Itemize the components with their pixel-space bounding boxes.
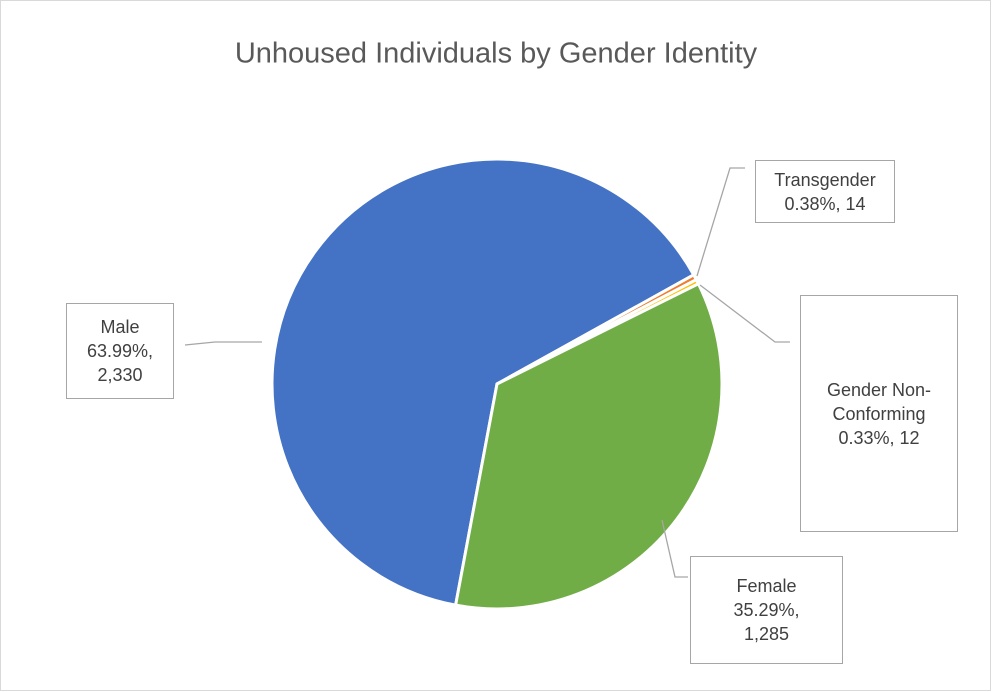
label-value: 35.29%, 1,285 (733, 600, 800, 644)
label-value: 63.99%, 2,330 (86, 341, 154, 385)
leader-lines (184, 167, 790, 578)
label-value: 0.33%, 12 (838, 427, 920, 448)
pie-slice (270, 157, 696, 607)
data-label: Female 35.29%, 1,285 (690, 556, 843, 664)
label-name: Transgender (774, 169, 876, 190)
leader-line (699, 284, 790, 343)
pie-slice (453, 281, 724, 611)
data-label: Gender Non-Conforming 0.33%, 12 (800, 295, 958, 532)
data-label: Transgender 0.38%, 14 (755, 160, 895, 223)
leader-line (696, 167, 745, 277)
slices (270, 157, 724, 611)
leader-line (184, 341, 262, 346)
leader-line (661, 519, 688, 578)
label-name: Gender Non-Conforming (826, 379, 932, 424)
label-value: 0.38%, 14 (784, 193, 866, 214)
data-label: Male 63.99%, 2,330 (66, 303, 174, 399)
label-name: Male (100, 317, 140, 337)
chart-title: Unhoused Individuals by Gender Identity (235, 38, 758, 70)
label-name: Female (736, 576, 797, 596)
